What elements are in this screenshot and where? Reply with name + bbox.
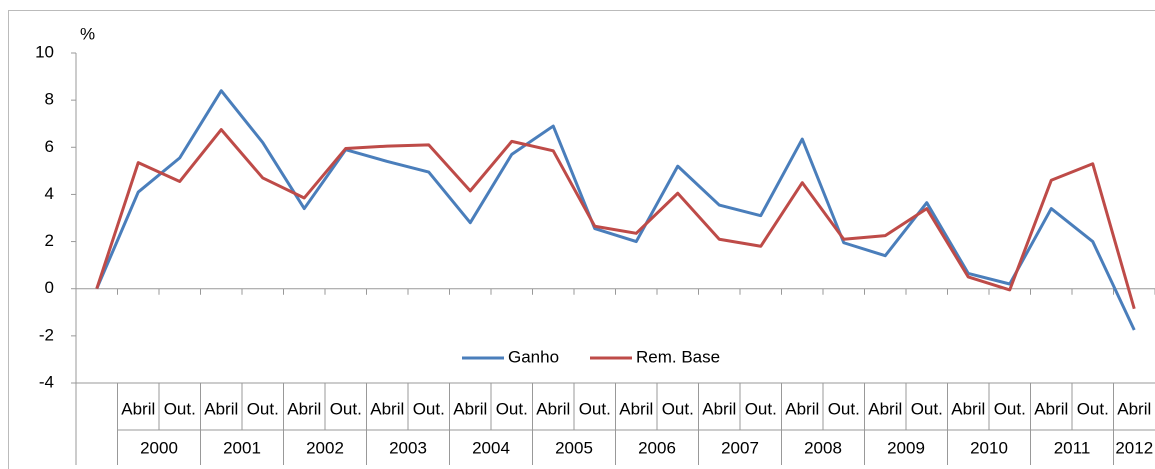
group-label: 2010: [970, 438, 1008, 457]
x-tick-label: Out.: [994, 399, 1026, 418]
x-tick-label: Abril: [868, 399, 902, 418]
x-tick-label: Abril: [204, 399, 238, 418]
group-label: 2008: [804, 438, 842, 457]
x-tick-label: Out.: [662, 399, 694, 418]
x-tick-label: Abril: [619, 399, 653, 418]
group-label: 2011: [1054, 438, 1091, 457]
series-line: [95, 128, 1136, 310]
x-tick-label: Abril: [121, 399, 155, 418]
x-tick-label: Out.: [828, 399, 860, 418]
x-tick-label: Out.: [496, 399, 528, 418]
group-label: 2004: [472, 438, 510, 457]
group-label: 2007: [721, 438, 759, 457]
x-tick-label: Abril: [951, 399, 985, 418]
y-tick-label: 4: [45, 184, 54, 203]
y-tick-label: 8: [45, 90, 54, 109]
x-tick-label: Out.: [1077, 399, 1109, 418]
x-tick-label: Out.: [911, 399, 943, 418]
group-label: 2001: [223, 438, 261, 457]
group-label: 2000: [140, 438, 178, 457]
y-tick-label: 0: [45, 278, 54, 297]
x-tick-label: Out.: [579, 399, 611, 418]
x-tick-label: Abril: [1117, 399, 1151, 418]
series-line: [95, 89, 1136, 331]
y-tick-label: -4: [39, 372, 54, 391]
y-axis-unit: %: [80, 24, 95, 43]
legend-label: Rem. Base: [636, 347, 720, 366]
x-tick-label: Out.: [330, 399, 362, 418]
x-tick-label: Abril: [453, 399, 487, 418]
group-label: 2002: [306, 438, 344, 457]
x-tick-label: Abril: [785, 399, 819, 418]
y-tick-label: 2: [45, 231, 54, 250]
x-tick-label: Abril: [370, 399, 404, 418]
y-tick-label: 10: [35, 42, 54, 61]
x-tick-label: Out.: [413, 399, 445, 418]
y-tick-label: -2: [39, 325, 54, 344]
x-tick-label: Out.: [745, 399, 777, 418]
group-label: 2006: [638, 438, 676, 457]
x-tick-label: Out.: [247, 399, 279, 418]
group-label: 2012: [1115, 438, 1153, 457]
group-label: 2005: [555, 438, 593, 457]
x-tick-label: Abril: [1034, 399, 1068, 418]
x-tick-label: Out.: [164, 399, 196, 418]
x-tick-label: Abril: [287, 399, 321, 418]
x-tick-label: Abril: [702, 399, 736, 418]
y-tick-label: 6: [45, 137, 54, 156]
chart-frame: [8, 10, 1155, 469]
legend-label: Ganho: [508, 347, 559, 366]
group-label: 2003: [389, 438, 427, 457]
x-tick-label: Abril: [536, 399, 570, 418]
group-label: 2009: [887, 438, 925, 457]
